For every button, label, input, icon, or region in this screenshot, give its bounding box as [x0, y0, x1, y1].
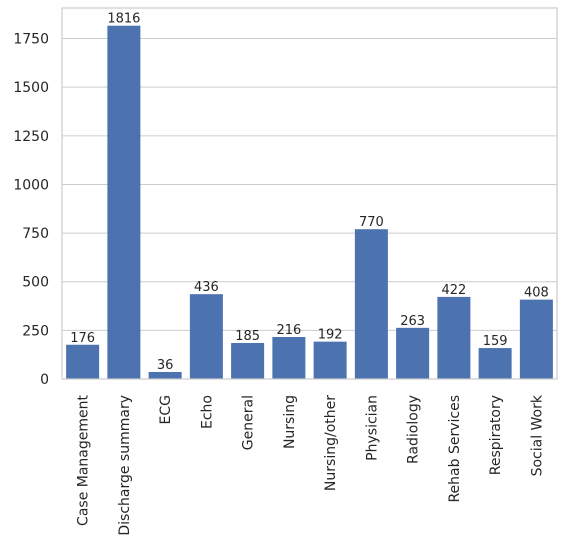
bar-value-label: 770	[359, 215, 384, 230]
bar-value-label: 36	[157, 358, 174, 373]
bar-value-label: 185	[235, 329, 260, 344]
x-tick-label: Social Work	[529, 394, 545, 476]
bar-value-label: 216	[276, 323, 301, 338]
x-tick-label: Respiratory	[488, 395, 504, 475]
bar-value-label: 422	[441, 283, 466, 298]
x-tick-label: Discharge summary	[117, 395, 133, 536]
bar	[66, 344, 100, 379]
y-tick-label: 1250	[13, 129, 49, 145]
y-tick-label: 750	[22, 226, 49, 242]
bar-value-label: 1816	[107, 12, 140, 27]
plot-frame	[61, 7, 558, 380]
x-tick-labels: Case Management Discharge summary ECG Echo G…	[76, 394, 546, 536]
bar	[313, 341, 347, 379]
bar-value-label: 408	[524, 286, 549, 301]
bar	[189, 294, 223, 379]
bar	[396, 327, 430, 379]
y-gridlines	[62, 38, 557, 380]
bar-value-label: 263	[400, 314, 425, 329]
x-tick-label: ECG	[158, 395, 174, 424]
bar-value-label: 192	[318, 328, 343, 343]
x-tick-label: Rehab Services	[447, 395, 463, 503]
y-tick-labels: 0 250 500 750 1000 1250 1500 1750	[13, 32, 49, 388]
x-tick-label: Nursing	[282, 395, 298, 449]
x-tick-label: Radiology	[406, 395, 422, 464]
x-tick-label: Nursing/other	[323, 395, 339, 491]
y-tick-label: 1000	[13, 177, 49, 193]
bar	[354, 229, 388, 379]
y-tick-label: 1750	[13, 32, 49, 48]
x-tick-label: General	[241, 395, 257, 450]
bar	[519, 299, 553, 379]
x-tick-label: Physician	[364, 395, 380, 461]
bar	[107, 25, 141, 379]
bar	[231, 343, 265, 379]
bar-value-label: 176	[70, 331, 95, 346]
y-tick-label: 500	[22, 275, 49, 291]
x-tick-label: Case Management	[76, 394, 92, 525]
bars	[66, 25, 553, 379]
y-tick-label: 0	[40, 372, 49, 388]
bar	[478, 348, 512, 379]
x-tick-label: Echo	[199, 395, 215, 429]
y-tick-label: 250	[22, 323, 49, 339]
bar	[272, 336, 306, 379]
y-tick-label: 1500	[13, 80, 49, 96]
bar	[437, 296, 471, 379]
bar-value-labels: 176 1816 36 436 185 216 192 770 263 422 159 408	[70, 12, 549, 373]
bar-value-label: 436	[194, 280, 219, 295]
bar-value-label: 159	[483, 334, 508, 349]
bar	[148, 371, 182, 379]
